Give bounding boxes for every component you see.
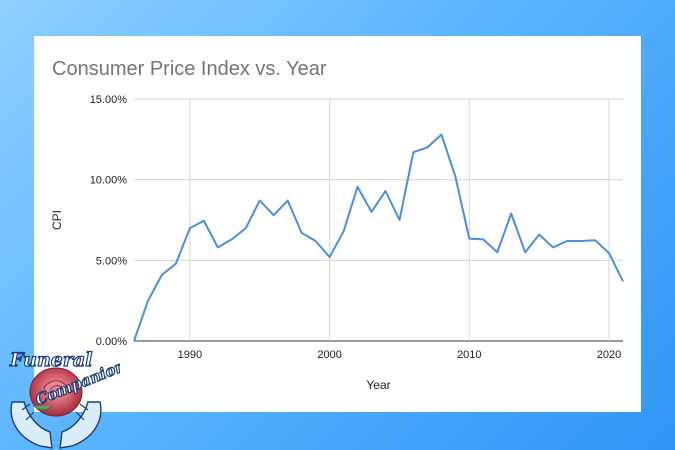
x-tick-label: 2000	[317, 349, 341, 361]
chart-card: Consumer Price Index vs. Year 0.00% 5.00%…	[34, 36, 641, 412]
x-tick-label: 2020	[597, 349, 621, 361]
chart: Consumer Price Index vs. Year 0.00% 5.00%…	[50, 58, 624, 392]
x-tick-label: 1990	[178, 349, 202, 361]
gridlines	[134, 98, 623, 342]
funeral-companion-logo: Funeral Companion	[8, 348, 120, 449]
y-axis-title: CPI	[50, 210, 64, 230]
y-tick-label: 0.00%	[96, 336, 127, 348]
y-tick-label: 5.00%	[96, 255, 127, 267]
x-tick-label: 2010	[457, 349, 481, 361]
y-tick-label: 15.00%	[90, 94, 128, 106]
logo-text-line1: Funeral	[9, 349, 92, 371]
series-line	[133, 133, 624, 342]
chart-title: Consumer Price Index vs. Year	[52, 58, 327, 80]
x-axis-ticks: 1990 2000 2010 2020	[178, 349, 622, 361]
y-axis-ticks: 0.00% 5.00% 10.00% 15.00%	[90, 94, 128, 348]
series-layer	[133, 133, 624, 342]
x-axis-title: Year	[366, 378, 390, 392]
y-tick-label: 10.00%	[90, 175, 128, 187]
